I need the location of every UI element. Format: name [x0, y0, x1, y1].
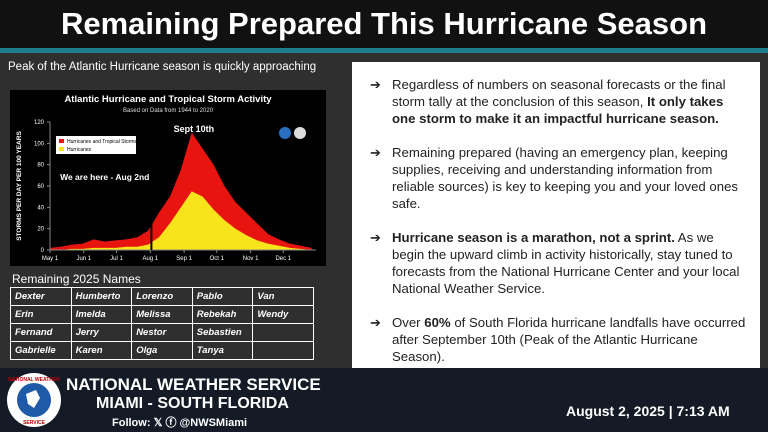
- bullet: Over 60% of South Florida hurricane land…: [366, 314, 746, 365]
- x-tick-label: Nov 1: [243, 256, 259, 262]
- y-tick-label: 80: [37, 163, 44, 169]
- y-tick-label: 0: [41, 248, 45, 254]
- x-tick-label: May 1: [42, 256, 59, 262]
- annotation: We are here - Aug 2nd: [60, 172, 149, 182]
- chart-title: Atlantic Hurricane and Tropical Storm Ac…: [64, 94, 272, 105]
- legend-swatch: [59, 147, 64, 151]
- name-cell: Olga: [131, 341, 193, 360]
- bullet: Regardless of numbers on seasonal foreca…: [366, 76, 746, 127]
- name-cell: [252, 341, 314, 360]
- name-cell: Lorenzo: [131, 287, 193, 306]
- chart-subtitle: Based on Data from 1944 to 2020: [123, 108, 214, 114]
- name-cell: Gabrielle: [10, 341, 72, 360]
- names-row: Dexter Humberto Lorenzo Pablo Van: [10, 287, 314, 306]
- name-cell: Imelda: [70, 305, 133, 324]
- name-cell: Nestor: [131, 323, 193, 342]
- chart: Atlantic Hurricane and Tropical Storm Ac…: [10, 90, 326, 266]
- name-cell: Pablo: [191, 287, 254, 306]
- footer: NATIONAL WEATHER SERVICE NATIONAL WEATHE…: [0, 368, 768, 432]
- bullet: Remaining prepared (having an emergency …: [366, 144, 746, 212]
- name-cell: Sebastien: [191, 323, 254, 342]
- annotation: Sept 10th: [174, 124, 215, 134]
- x-tick-label: Sep 1: [176, 256, 192, 262]
- text: of South Florida hurricane landfalls hav…: [392, 315, 746, 364]
- names-row: Fernand Jerry Nestor Sebastien: [10, 323, 314, 342]
- y-tick-label: 120: [34, 120, 45, 126]
- x-tick-label: Jul 1: [110, 256, 123, 262]
- y-tick-label: 60: [37, 184, 44, 190]
- office: MIAMI - SOUTH FLORIDA: [96, 395, 289, 412]
- name-cell: Humberto: [70, 287, 133, 306]
- stripe: [0, 48, 768, 53]
- name-cell: Wendy: [252, 305, 314, 324]
- icon: [294, 127, 306, 139]
- text: Over: [392, 315, 425, 330]
- legend-label: Hurricanes: [67, 147, 92, 153]
- x-tick-label: Dec 1: [275, 256, 291, 262]
- name-cell: Melissa: [131, 305, 193, 324]
- x-tick-label: Jun 1: [76, 256, 91, 262]
- social-icons: 𝕏 ⓕ: [153, 417, 177, 429]
- legend-label: Hurricanes and Tropical Storms: [67, 139, 138, 145]
- follow: Follow: 𝕏 ⓕ @NWSMiami: [112, 414, 247, 430]
- area: [50, 191, 312, 250]
- legend-box: [56, 136, 136, 154]
- x-tick-label: Aug 1: [142, 256, 158, 262]
- text: Regardless of numbers on seasonal foreca…: [392, 77, 726, 109]
- name-cell: Van: [252, 287, 314, 306]
- date: August 2, 2025 | 7:13 AM: [566, 403, 730, 419]
- name-cell: Erin: [10, 305, 72, 324]
- text: 60%: [424, 315, 451, 330]
- name-cell: Jerry: [70, 323, 133, 342]
- y-label: STORMS PER DAY PER 100 YEARS: [16, 131, 23, 241]
- name-cell: Karen: [70, 341, 133, 360]
- area: [50, 132, 312, 250]
- name-cell: Tanya: [191, 341, 254, 360]
- y-tick-label: 40: [37, 205, 44, 211]
- logo-text: NATIONAL WEATHER: [8, 377, 60, 383]
- icon: [279, 127, 291, 139]
- y-tick-label: 20: [37, 227, 44, 233]
- text-panel: Regardless of numbers on seasonal foreca…: [352, 62, 760, 388]
- follow-label: Follow:: [112, 417, 151, 429]
- text: Hurricane season is a marathon, not a sp…: [392, 230, 675, 245]
- title: Remaining Prepared This Hurricane Season: [0, 0, 768, 48]
- logo: NATIONAL WEATHER SERVICE: [7, 373, 61, 427]
- text: As we begin the upward climb in activity…: [392, 230, 740, 296]
- org: NATIONAL WEATHER SERVICE: [66, 375, 321, 394]
- names-row: Erin Imelda Melissa Rebekah Wendy: [10, 305, 314, 324]
- name-cell: Fernand: [10, 323, 72, 342]
- text: It only takes one storm to make it an im…: [392, 94, 724, 126]
- text: Remaining prepared (having an emergency …: [392, 145, 739, 211]
- handle[interactable]: @NWSMiami: [179, 417, 248, 429]
- y-tick-label: 100: [34, 141, 45, 147]
- name-cell: [252, 323, 314, 342]
- names-title: Remaining 2025 Names: [12, 272, 141, 286]
- names-row: Gabrielle Karen Olga Tanya: [10, 341, 314, 360]
- logo-shape: [26, 390, 40, 408]
- logo-text: SERVICE: [23, 420, 46, 426]
- legend-swatch: [59, 139, 64, 143]
- subtitle: Peak of the Atlantic Hurricane season is…: [8, 61, 317, 73]
- name-cell: Rebekah: [191, 305, 254, 324]
- name-cell: Dexter: [10, 287, 72, 306]
- x-tick-label: Oct 1: [210, 256, 225, 262]
- bullet: Hurricane season is a marathon, not a sp…: [366, 229, 746, 297]
- names-table: Dexter Humberto Lorenzo Pablo Van Erin Imelda M…: [10, 287, 314, 360]
